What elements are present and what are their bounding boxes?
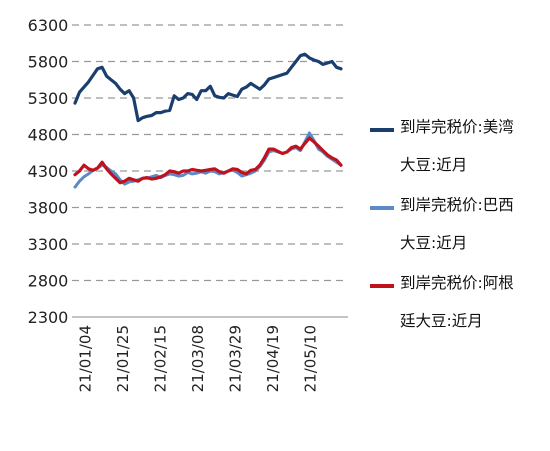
legend-label-argentina: 到岸完税价:阿根 廷大豆:近月	[400, 274, 514, 330]
legend-label-brazil: 到岸完税价:巴西 大豆:近月	[400, 196, 514, 252]
legend-swatch-brazil	[370, 206, 394, 210]
y-tick-label: 5800	[28, 53, 69, 72]
legend: 到岸完税价:美湾 大豆:近月 到岸完税价:巴西 大豆:近月 到岸完税价:阿根 廷…	[370, 108, 548, 342]
legend-label-us-gulf: 到岸完税价:美湾 大豆:近月	[400, 118, 514, 174]
legend-swatch-us-gulf	[370, 128, 394, 132]
y-tick-label: 2300	[28, 308, 69, 327]
y-tick-label: 2800	[28, 272, 69, 291]
y-tick-label: 4800	[28, 126, 69, 145]
x-tick-label: 21/04/19	[264, 325, 282, 392]
legend-item-brazil: 到岸完税价:巴西 大豆:近月	[370, 186, 548, 264]
y-gridlines	[72, 24, 348, 282]
y-tick-label: 6300	[28, 16, 69, 35]
legend-item-argentina: 到岸完税价:阿根 廷大豆:近月	[370, 264, 548, 342]
y-tick-label: 3800	[28, 199, 69, 218]
series-line-us-gulf	[73, 52, 343, 123]
y-axis-tick-labels: 2300 2800 3300 3800 4300 4800 5300 5800 6300	[28, 16, 69, 327]
x-tick-label: 21/01/04	[77, 325, 95, 392]
x-tick-label: 21/01/25	[114, 325, 132, 392]
y-tick-label: 5300	[28, 89, 69, 108]
x-tick-label: 21/05/10	[302, 325, 320, 392]
x-tick-label: 21/02/15	[152, 325, 170, 392]
series-lines	[73, 52, 343, 189]
legend-swatch-argentina	[370, 284, 394, 288]
x-tick-label: 21/03/08	[189, 325, 207, 392]
x-tick-label: 21/03/29	[227, 325, 245, 392]
legend-item-us-gulf: 到岸完税价:美湾 大豆:近月	[370, 108, 548, 186]
series-line-argentina	[73, 136, 343, 185]
y-tick-label: 3300	[28, 235, 69, 254]
y-tick-label: 4300	[28, 162, 69, 181]
x-axis-tick-labels: 21/01/04 21/01/25 21/02/15 21/03/08 21/03/29…	[77, 325, 320, 392]
